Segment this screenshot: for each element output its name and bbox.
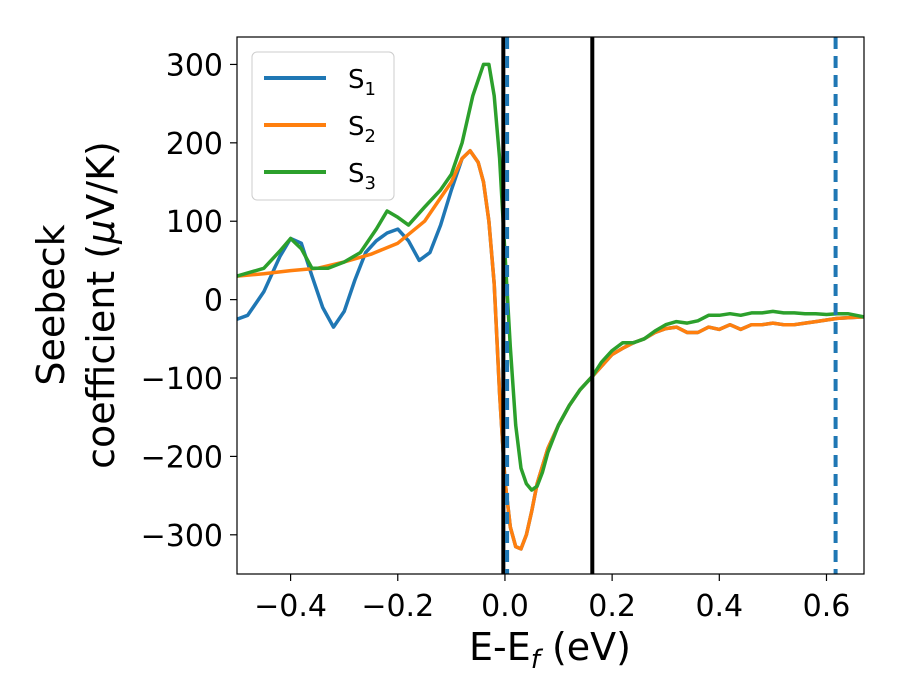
legend-label-s3: S3 — [348, 159, 376, 194]
series-line-s2 — [237, 148, 864, 551]
legend: S1 S2 S3 — [251, 51, 395, 201]
y-axis-label-line1: Seebeck — [29, 224, 73, 385]
x-tick-label: 0.2 — [588, 589, 636, 624]
x-tick-label: 0.4 — [695, 589, 743, 624]
series-line-s3 — [237, 62, 864, 492]
legend-entry-s2: S2 — [264, 112, 376, 147]
legend-entry-s1: S1 — [264, 65, 376, 100]
x-tick-label: 0.0 — [481, 589, 529, 624]
legend-label-s1: S1 — [348, 65, 376, 100]
series-line-s1 — [237, 148, 864, 551]
y-tick-label: 300 — [166, 48, 223, 83]
y-tick-label: −100 — [141, 362, 223, 397]
y-axis-ticks: 300 200 100 0 −100 −200 −300 — [141, 48, 237, 554]
x-axis-ticks: −0.4 −0.2 0.0 0.2 0.4 0.6 — [254, 574, 850, 624]
x-tick-label: −0.4 — [254, 589, 327, 624]
reference-lines — [501, 37, 838, 574]
legend-entry-s3: S3 — [264, 159, 376, 194]
y-axis-label: Seebeck coefficient (μV/K) — [29, 141, 123, 469]
x-axis-label: E-Ef (eV) — [469, 625, 631, 675]
y-tick-label: −300 — [141, 519, 223, 554]
x-tick-label: −0.2 — [361, 589, 434, 624]
y-tick-label: 200 — [166, 127, 223, 162]
legend-label-s2: S2 — [348, 112, 376, 147]
series-layer — [237, 62, 864, 551]
y-tick-label: 0 — [204, 284, 223, 319]
y-tick-label: 100 — [166, 205, 223, 240]
plot-frame — [236, 36, 865, 575]
x-tick-label: 0.6 — [803, 589, 851, 624]
y-axis-label-line2: coefficient (μV/K) — [79, 141, 123, 469]
y-tick-label: −200 — [141, 440, 223, 475]
